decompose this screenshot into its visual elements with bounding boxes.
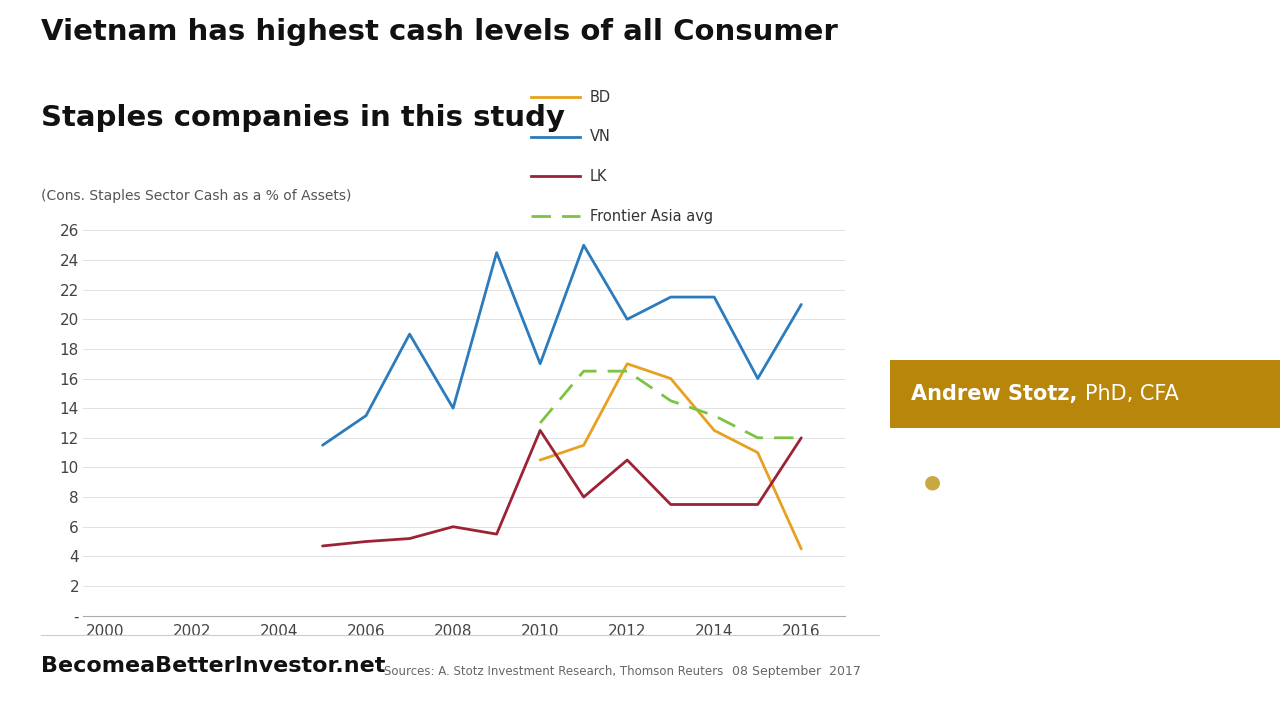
Text: 08 September  2017: 08 September 2017 <box>732 665 861 678</box>
Text: Vietnam has highest cash levels of all Consumer: Vietnam has highest cash levels of all C… <box>41 18 837 46</box>
Text: ●: ● <box>924 473 941 492</box>
Bar <box>890 360 1280 428</box>
Text: Frontier Asia: Frontier Asia <box>975 473 1098 492</box>
Text: Sources: A. Stotz Investment Research, Thomson Reuters: Sources: A. Stotz Investment Research, T… <box>384 665 723 678</box>
Text: LK: LK <box>590 169 608 184</box>
Text: Frontier Asia avg: Frontier Asia avg <box>590 209 713 223</box>
Text: BD: BD <box>590 90 612 104</box>
Text: Andrew Stotz,: Andrew Stotz, <box>911 384 1085 404</box>
Text: BecomeaBetterInvestor.net: BecomeaBetterInvestor.net <box>41 656 385 676</box>
Text: VN: VN <box>590 130 611 144</box>
Text: PhD, CFA: PhD, CFA <box>1085 384 1179 404</box>
Text: A.Stotz: A.Stotz <box>966 661 1032 678</box>
Text: INVESTMENT
RESEARCH: INVESTMENT RESEARCH <box>1112 656 1175 680</box>
Text: (Cons. Staples Sector Cash as a % of Assets): (Cons. Staples Sector Cash as a % of Ass… <box>41 189 351 202</box>
Text: Staples companies in this study: Staples companies in this study <box>41 104 564 132</box>
